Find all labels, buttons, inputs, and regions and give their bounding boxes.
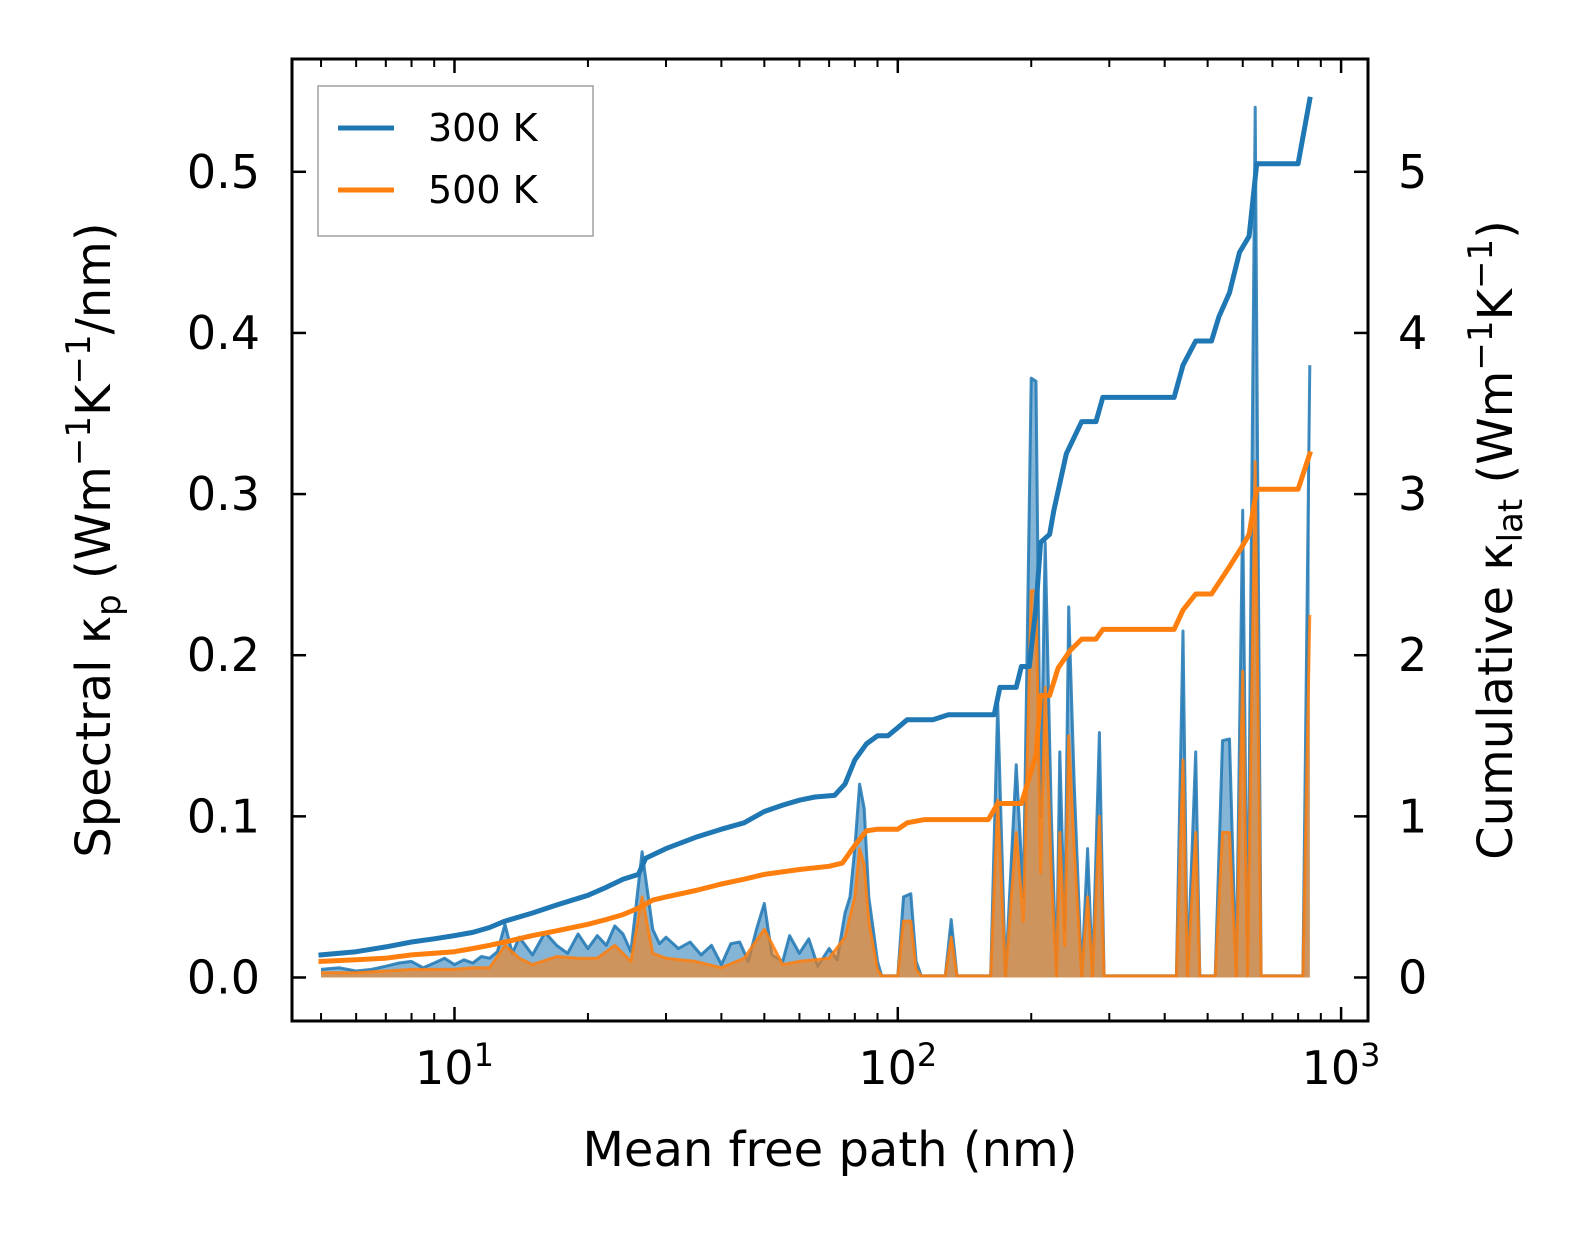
cumulative-line-300k bbox=[318, 96, 1313, 958]
legend: 300 K 500 K bbox=[317, 85, 594, 237]
ticks-layer bbox=[292, 59, 1368, 1021]
y-left-tick-label: 0.5 bbox=[187, 145, 260, 199]
y-right-tick-label: 4 bbox=[1398, 306, 1427, 360]
y-right-tick-label: 2 bbox=[1398, 628, 1427, 682]
x-tick-label: 101 bbox=[415, 1036, 494, 1095]
y-left-tick-label: 0.4 bbox=[187, 306, 260, 360]
y-left-tick-label: 0.0 bbox=[187, 950, 260, 1004]
y-left-axis-title: Spectral κp (Wm−1K−1/nm) bbox=[59, 222, 129, 857]
legend-box bbox=[317, 85, 594, 237]
cumulative-line-500k bbox=[318, 450, 1313, 965]
spectral-layer bbox=[320, 105, 1312, 978]
y-left-tick-label: 0.3 bbox=[187, 467, 260, 521]
y-right-tick-label: 1 bbox=[1398, 789, 1427, 843]
y-left-tick-label: 0.1 bbox=[187, 789, 260, 843]
x-axis-title: Mean free path (nm) bbox=[583, 1122, 1078, 1178]
y-right-tick-label: 5 bbox=[1398, 145, 1427, 199]
legend-label-300k: 300 K bbox=[428, 106, 539, 150]
x-tick-label: 102 bbox=[858, 1036, 937, 1095]
x-tick-label: 103 bbox=[1302, 1036, 1381, 1095]
y-right-tick-label: 3 bbox=[1398, 467, 1427, 521]
cumulative-layer bbox=[318, 96, 1313, 965]
spectral-line-500k bbox=[321, 460, 1312, 978]
y-right-tick-label: 0 bbox=[1398, 950, 1427, 1004]
legend-label-500k: 500 K bbox=[428, 168, 539, 212]
y-left-tick-label: 0.2 bbox=[187, 628, 260, 682]
y-right-axis-title: Cumulative κlat (Wm−1K−1) bbox=[1461, 220, 1531, 860]
